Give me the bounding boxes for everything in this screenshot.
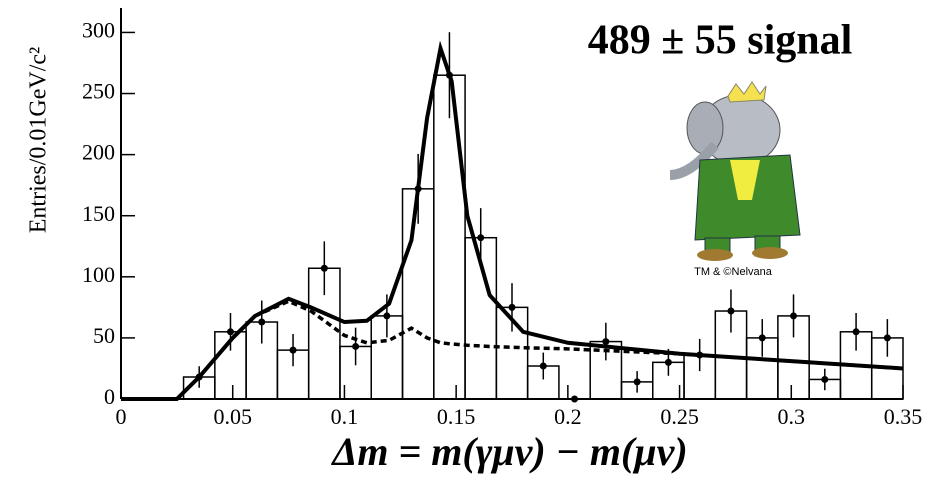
data-point (320, 264, 328, 272)
data-point (352, 342, 360, 350)
data-point (727, 307, 735, 315)
x-tick-label: 0.1 (331, 404, 359, 429)
elephant-image: TM & ©Nelvana (669, 81, 801, 278)
data-point (602, 338, 610, 346)
x-axis-label: Δm = m(γμν) − m(μν) (330, 429, 687, 474)
histogram-bar (433, 74, 466, 400)
data-point (633, 378, 641, 386)
data-point (477, 234, 485, 242)
y-tick-label: 100 (82, 262, 115, 287)
total-fit (121, 40, 904, 401)
x-tick-label: 0.25 (660, 404, 699, 429)
data-point (289, 346, 297, 354)
data-point (383, 312, 391, 320)
data-point (226, 328, 234, 336)
x-tick-label: 0.05 (213, 404, 252, 429)
image-caption: TM & ©Nelvana (694, 266, 773, 278)
data-point (883, 334, 891, 342)
background-fit (121, 299, 904, 401)
data-point (539, 362, 547, 370)
x-tick-label: 0.35 (884, 404, 923, 429)
data-point (758, 334, 766, 342)
data-point (821, 375, 829, 383)
y-axis-label: Entries/0.01GeV/c² (26, 47, 52, 233)
data-point (258, 318, 266, 326)
y-tick-label: 250 (82, 79, 115, 104)
x-tick-label: 0.15 (437, 404, 476, 429)
data-point (508, 303, 516, 311)
signal-annotation: 489 ± 55 signal (588, 18, 853, 64)
y-tick-label: 0 (104, 384, 115, 409)
data-point (790, 312, 798, 320)
x-tick-label: 0.2 (554, 404, 582, 429)
y-tick-label: 150 (82, 201, 115, 226)
x-tick-label: 0.3 (778, 404, 806, 429)
data-point (664, 358, 672, 366)
y-tick-label: 200 (82, 140, 115, 165)
y-tick-label: 50 (93, 323, 115, 348)
data-point (852, 328, 860, 336)
y-tick-label: 300 (82, 17, 115, 42)
x-tick-label: 0 (116, 404, 127, 429)
